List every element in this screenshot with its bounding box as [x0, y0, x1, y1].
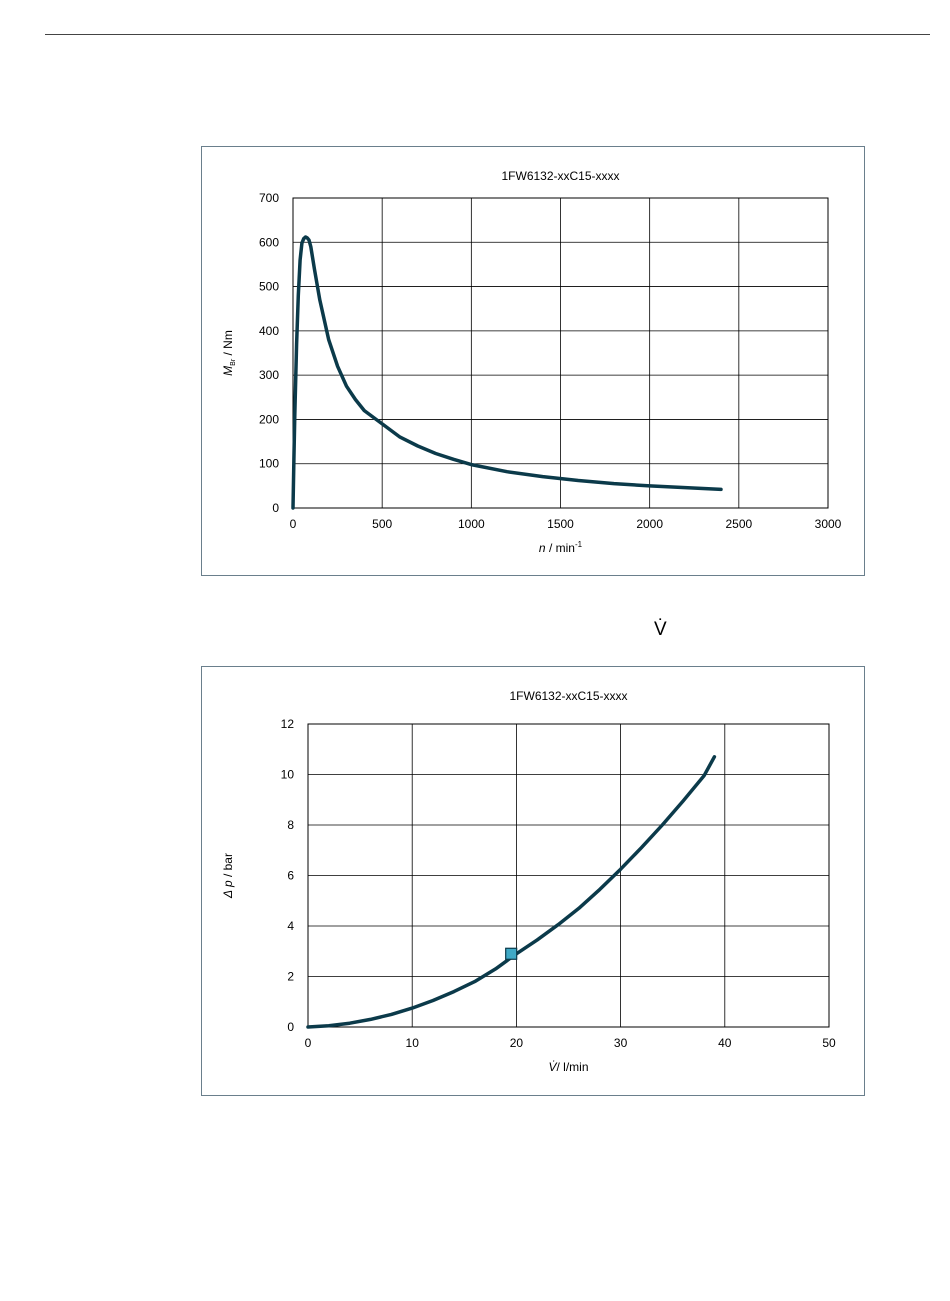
pressure-drop-plot: 1FW6132-xxC15-xxxx 0 10 20 30 40 50 0 2 4 6 8 10 12 V̇…: [221, 689, 836, 1074]
y-tick-label: 100: [259, 457, 279, 471]
y-tick-label: 4: [287, 919, 294, 933]
x-tick-label: 30: [614, 1036, 628, 1050]
x-tick-label: 10: [406, 1036, 420, 1050]
y-axis-label-unit: / bar: [221, 853, 235, 880]
plot-frame: [307, 723, 830, 1028]
y-tick-label: 400: [259, 324, 279, 338]
x-axis-label: V̇/ l/min: [548, 1060, 588, 1074]
x-tick-label: 1500: [547, 517, 574, 531]
x-axis-label-symbol: n: [539, 541, 546, 555]
y-axis-label-symbol: M: [221, 366, 235, 376]
operating-point-marker: [505, 947, 518, 960]
x-axis-label-exponent: -1: [575, 540, 583, 549]
y-tick-label: 2: [287, 970, 294, 984]
x-axis-label-symbol: V̇: [548, 1060, 557, 1074]
y-tick-label: 10: [281, 768, 295, 782]
y-tick-label: 200: [259, 412, 279, 426]
x-tick-label: 0: [305, 1036, 312, 1050]
y-axis-label-symbol: Δ p: [221, 880, 235, 899]
x-tick-label: 2500: [725, 517, 752, 531]
y-tick-label: 12: [281, 717, 295, 731]
y-tick-label: 300: [259, 368, 279, 382]
plot-frame: [292, 197, 829, 509]
y-tick-label: 600: [259, 235, 279, 249]
flow-rate-symbol: V̇: [654, 620, 667, 639]
y-tick-label: 0: [287, 1020, 294, 1034]
x-tick-label: 3000: [815, 517, 842, 531]
chart-title: 1FW6132-xxC15-xxxx: [501, 169, 619, 183]
series-line: [306, 755, 717, 1029]
y-tick-label: 8: [287, 818, 294, 832]
y-axis-label-unit: / Nm: [221, 330, 235, 359]
flow-rate-symbol-text: V̇: [654, 619, 667, 640]
y-tick-label: 6: [287, 869, 294, 883]
x-tick-label: 20: [510, 1036, 524, 1050]
y-tick-label: 500: [259, 280, 279, 294]
y-axis-label: Δ p / bar: [221, 853, 235, 899]
chart-title: 1FW6132-xxC15-xxxx: [509, 689, 627, 703]
torque-speed-chart: 1FW6132-xxC15-xxxx 0 500 1000 1500 2000 2500 30…: [201, 146, 865, 576]
x-axis-label: n / min-1: [539, 540, 583, 555]
series-line: [291, 235, 723, 510]
x-axis-label-unit: / min: [546, 541, 575, 555]
header-rule: [45, 34, 930, 35]
y-axis-label-subscript: Br: [230, 358, 237, 366]
x-tick-label: 40: [718, 1036, 732, 1050]
y-tick-label: 0: [272, 501, 279, 515]
x-tick-label: 1000: [458, 517, 485, 531]
y-axis-label: MBr / Nm: [221, 330, 237, 376]
x-tick-label: 500: [372, 517, 392, 531]
y-tick-label: 700: [259, 191, 279, 205]
x-tick-label: 0: [290, 517, 297, 531]
x-tick-label: 2000: [636, 517, 663, 531]
x-axis-label-unit: / l/min: [557, 1060, 589, 1074]
x-tick-label: 50: [822, 1036, 836, 1050]
pressure-drop-chart: 1FW6132-xxC15-xxxx 0 10 20 30 40 50 0 2 4 6 8 10 12 V̇…: [201, 666, 865, 1096]
